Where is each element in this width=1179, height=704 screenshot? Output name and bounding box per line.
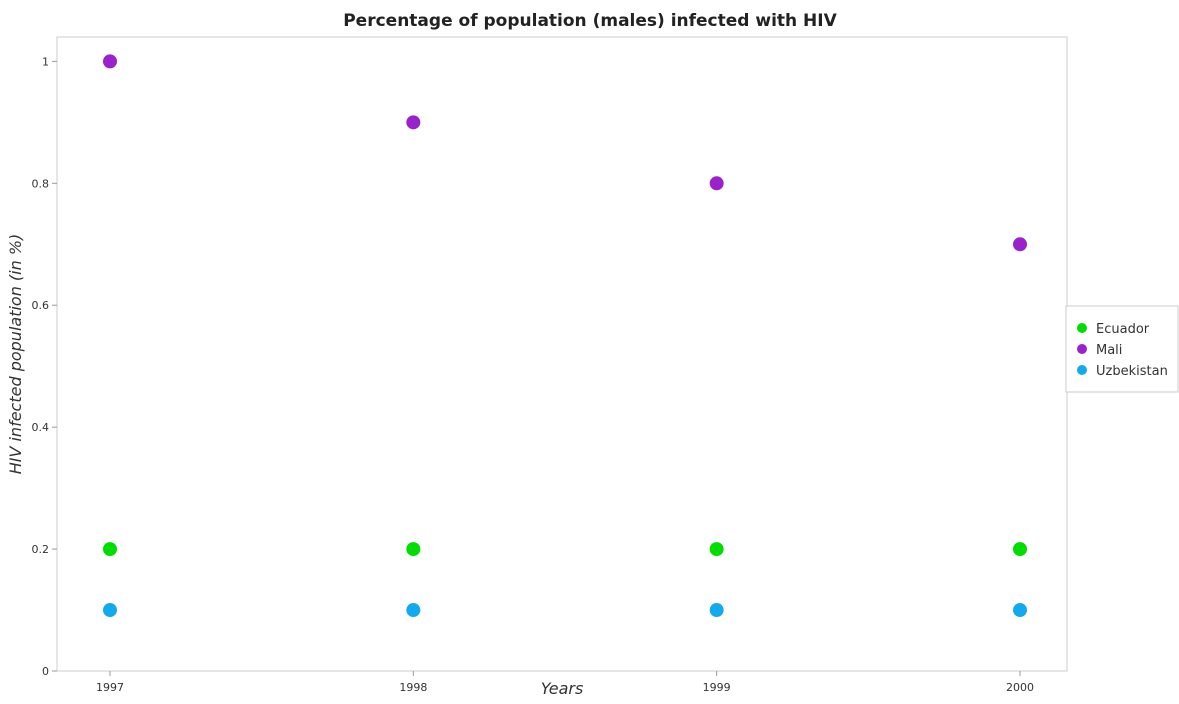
x-tick-label: 2000 bbox=[1006, 681, 1034, 694]
x-axis-ticks: 1997 1998 1999 2000 bbox=[96, 671, 1034, 694]
data-point-ecuador bbox=[103, 542, 117, 557]
x-axis-label: Years bbox=[541, 679, 584, 698]
data-point-ecuador bbox=[709, 542, 724, 557]
y-tick-label: 0 bbox=[42, 665, 49, 678]
data-point-mali bbox=[1013, 237, 1027, 252]
legend-marker-uzbekistan bbox=[1077, 365, 1087, 375]
data-point-uzbekistan bbox=[1013, 603, 1027, 618]
data-points bbox=[103, 54, 1027, 618]
data-point-uzbekistan bbox=[709, 603, 724, 618]
y-tick-label: 0.4 bbox=[32, 421, 50, 434]
y-tick-label: 0.6 bbox=[32, 299, 50, 312]
chart-title: Percentage of population (males) infecte… bbox=[343, 11, 837, 31]
plot-area bbox=[56, 36, 1068, 672]
x-tick-label: 1997 bbox=[96, 681, 124, 694]
data-point-mali bbox=[709, 176, 724, 191]
legend-label-uzbekistan: Uzbekistan bbox=[1096, 364, 1168, 379]
y-axis-ticks: 0 0.2 0.4 0.6 0.8 1 bbox=[32, 55, 57, 678]
legend-marker-mali bbox=[1077, 344, 1087, 354]
data-point-uzbekistan bbox=[103, 603, 117, 618]
y-tick-label: 1 bbox=[42, 55, 49, 68]
y-tick-label: 0.8 bbox=[32, 177, 50, 190]
data-point-mali bbox=[406, 115, 421, 130]
data-point-mali bbox=[103, 54, 117, 69]
legend-marker-ecuador bbox=[1077, 323, 1087, 333]
legend-label-mali: Mali bbox=[1096, 343, 1122, 358]
x-tick-label: 1999 bbox=[703, 681, 731, 694]
data-point-ecuador bbox=[1013, 542, 1027, 557]
x-tick-label: 1998 bbox=[399, 681, 427, 694]
data-point-uzbekistan bbox=[406, 603, 421, 618]
legend: Ecuador Mali Uzbekistan bbox=[1065, 305, 1179, 393]
y-tick-label: 0.2 bbox=[32, 543, 50, 556]
legend-label-ecuador: Ecuador bbox=[1096, 322, 1150, 337]
y-axis-label: HIV infected population (in %) bbox=[6, 234, 25, 475]
data-point-ecuador bbox=[406, 542, 421, 557]
